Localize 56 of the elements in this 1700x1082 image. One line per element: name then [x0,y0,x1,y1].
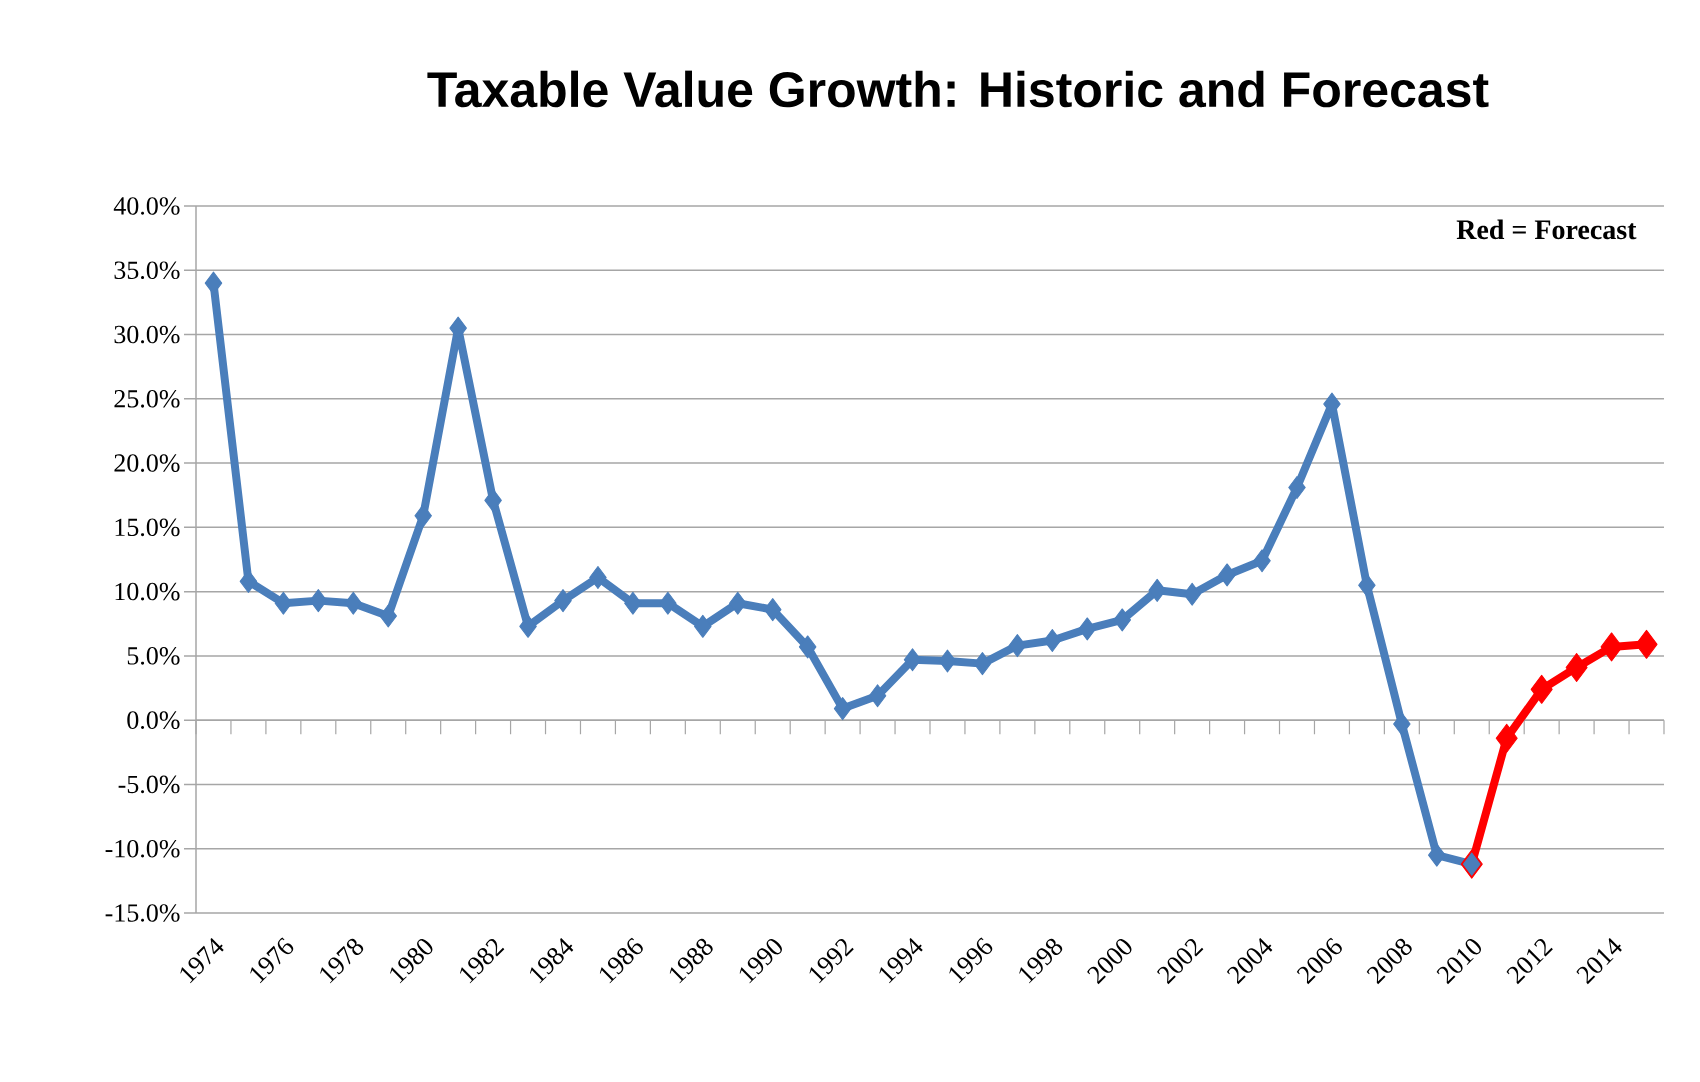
point [554,589,572,613]
point [1113,608,1131,632]
point [1218,563,1236,587]
point [1565,652,1588,682]
x-tick-label: 1982 [460,939,505,984]
point [1530,674,1553,704]
y-tick-label: -10.0% [105,839,180,858]
point [1253,549,1271,573]
point [519,614,537,638]
point [1495,723,1518,753]
x-tick-label: 1992 [809,939,854,984]
point [1600,632,1623,662]
point [484,488,502,512]
y-tick-label: 20.0% [114,454,180,472]
point [1428,843,1446,867]
point [1043,628,1062,652]
point [1358,573,1376,597]
point [1008,634,1027,658]
point [589,565,607,589]
point [798,635,817,659]
point [903,648,922,672]
point [414,504,432,528]
y-tick-label: 35.0% [114,261,180,280]
y-tick-label: 25.0% [114,389,180,408]
point [973,652,992,676]
y-tick-label: 30.0% [114,325,180,344]
point [1393,712,1411,736]
point [729,591,747,615]
y-tick-label: -5.0% [118,775,180,794]
point [624,591,642,615]
y-tick-label: -15.0% [105,904,180,922]
point [659,591,677,615]
y-tick-label: 15.0% [115,518,180,537]
point [868,684,887,708]
point [1635,629,1658,659]
annotation: Red = Forecast [1456,219,1637,240]
point [833,697,852,721]
point [344,591,363,615]
chart-title: Taxable Value Growth: Historic and Forecast [427,70,1489,108]
x-tick-label: 1980 [390,939,433,984]
y-tick-label: 5.0% [127,647,180,665]
x-tick-label: 1990 [739,939,782,984]
point [1148,578,1166,602]
y-tick-label: 10.0% [115,582,180,601]
point [694,614,712,638]
point [204,271,223,295]
point [309,589,328,613]
point [1078,617,1097,641]
point [763,598,782,622]
y-tick-label: 40.0% [113,197,180,215]
point [938,649,957,673]
point [379,604,397,628]
point [1288,476,1306,500]
y-tick-label: 0.0% [127,711,180,729]
point [274,591,293,615]
point [1183,582,1201,606]
